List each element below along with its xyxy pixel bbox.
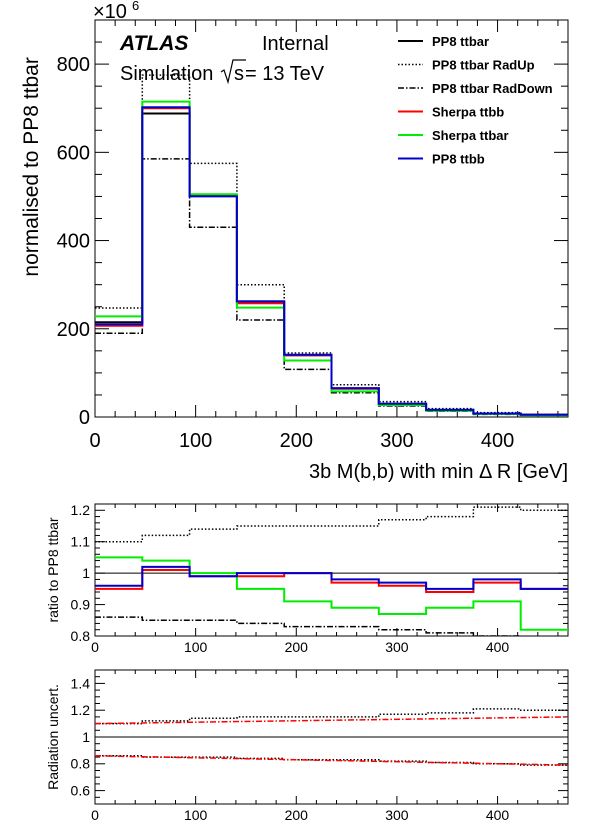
x-tick-label: 200 [280, 430, 313, 452]
x-tick-label: 100 [184, 639, 208, 655]
series-group [95, 74, 568, 417]
series-line-down-smoothed [95, 755, 568, 766]
legend-entry: Sherpa ttbar [432, 128, 509, 143]
x-tick-label: 400 [486, 807, 510, 823]
main-panel: 0 100 200 300 400 0 200 400 600 800 normalised to … [20, 0, 569, 483]
y-tick-label: 0 [79, 407, 90, 429]
series-line-pp8-ttbar-radup [95, 708, 568, 725]
y-tick-label: 1.2 [71, 702, 91, 718]
legend-entry: Sherpa ttbb [432, 105, 504, 120]
series-line-pp8-ttbar-raddown [95, 755, 568, 766]
sqrt-icon [220, 59, 246, 85]
series-line-pp8-ttbar-raddown [95, 616, 522, 636]
legend-entry: PP8 ttbb [432, 152, 485, 167]
series-line-sherpa-ttbar [95, 556, 568, 631]
y-tick-label: 1 [82, 729, 90, 745]
uncertainty-panel: 0 100 200 300 400 0.6 0.8 1 1.2 1.4 Radiation unce… [45, 669, 569, 823]
x-tick-label: 400 [481, 430, 514, 452]
plot-frame [94, 503, 569, 637]
x-tick-label: 200 [285, 807, 309, 823]
x-tick-label: 300 [385, 807, 409, 823]
y-tick-label: 0.8 [71, 628, 91, 644]
y-tick-label: 1.2 [71, 502, 91, 518]
y-tick-label: 0.9 [71, 596, 91, 612]
energy-s-label: s [234, 63, 244, 85]
x-tick-label: 200 [285, 639, 309, 655]
legend: PP8 ttbar PP8 ttbar RadUp PP8 ttbar RadDow… [398, 34, 553, 167]
x-tick-label: 0 [91, 639, 99, 655]
y-tick-label: 0.8 [71, 756, 91, 772]
simulation-label: Simulation [120, 63, 213, 85]
y-axis-title: normalised to PP8 ttbar [20, 57, 43, 276]
y-axis-title: ratio to PP8 ttbar [45, 517, 61, 622]
legend-entry: PP8 ttbar [432, 34, 489, 49]
y-tick-label: 400 [57, 231, 90, 253]
x-tick-label: 100 [184, 807, 208, 823]
ratio-panel: 0 100 200 300 400 0.8 0.9 1 1.1 1.2 ratio to PP8 t… [45, 502, 569, 655]
y-tick-label: 1.1 [71, 534, 91, 550]
series-line-pp8-ttbb [95, 106, 568, 416]
y-axis-title: Radiation uncert. [45, 684, 61, 790]
series-line-pp8-ttbb [95, 565, 568, 590]
y-tick-label: 1 [82, 565, 90, 581]
y-multiplier-exponent: 6 [132, 0, 139, 13]
y-tick-label: 800 [57, 54, 90, 76]
atlas-label: ATLAS [119, 32, 188, 55]
series-group [95, 708, 568, 766]
x-axis-title: 3b M(b,b) with min Δ R [GeV] [309, 461, 568, 483]
series-group [95, 506, 568, 636]
internal-label: Internal [262, 33, 329, 55]
x-tick-label: 0 [91, 807, 99, 823]
x-tick-label: 400 [486, 639, 510, 655]
y-tick-label: 600 [57, 142, 90, 164]
y-tick-label: 1.4 [71, 675, 91, 691]
x-tick-label: 0 [89, 430, 100, 452]
series-line-pp8-ttbar-radup [95, 506, 568, 543]
energy-value-label: = 13 TeV [245, 63, 325, 85]
x-tick-label: 300 [385, 639, 409, 655]
y-tick-label: 0.6 [71, 783, 91, 799]
x-tick-label: 300 [380, 430, 413, 452]
legend-entry: PP8 ttbar RadUp [432, 58, 535, 73]
x-tick-label: 100 [179, 430, 212, 452]
y-multiplier: ×10 [93, 1, 127, 23]
series-line-up-smoothed [95, 716, 568, 725]
y-tick-label: 200 [57, 319, 90, 341]
legend-entry: PP8 ttbar RadDown [432, 81, 553, 96]
